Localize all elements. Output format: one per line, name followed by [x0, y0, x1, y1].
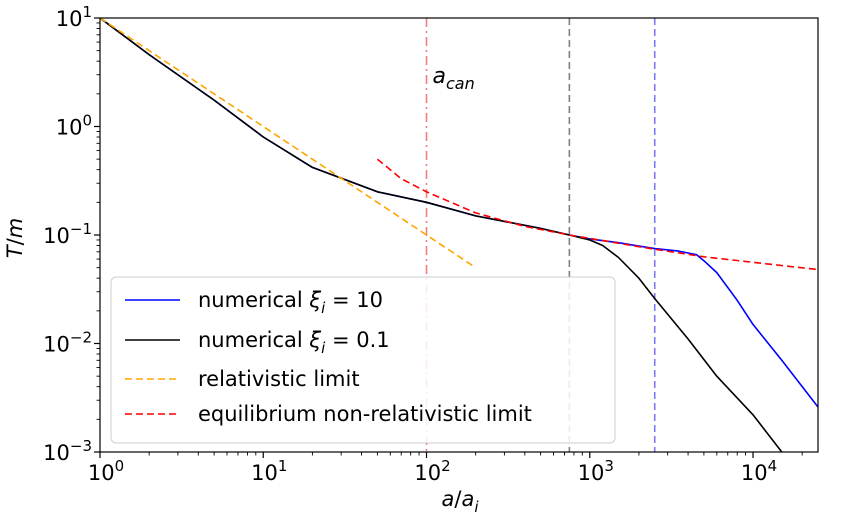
series-group: [100, 18, 818, 452]
y-tick-label: 100: [56, 112, 92, 140]
y-tick-label: 101: [56, 3, 92, 31]
x-axis: 100 101 102 103 104: [88, 452, 803, 485]
x-tick-label: 102: [414, 457, 450, 485]
legend-box: [110, 276, 616, 444]
y-tick-label: 10−3: [43, 437, 92, 465]
x-tick-label: 103: [578, 457, 614, 485]
legend-label-3: equilibrium non-relativistic limit: [198, 402, 532, 426]
y-axis-label: T/m: [3, 218, 27, 258]
legend-label-0: numerical ξi = 10: [198, 288, 383, 317]
y-axis: 10−3 10−2 10−1 100 101: [43, 3, 100, 465]
legend-label-2: relativistic limit: [198, 367, 360, 391]
y-tick-label: 10−1: [43, 220, 92, 248]
y-tick-label: 10−2: [43, 329, 92, 357]
legend-label-1: numerical ξi = 0.1: [198, 328, 390, 357]
legend: numerical ξi = 10 numerical ξi = 0.1 relat…: [110, 276, 616, 444]
series-line-2: [100, 18, 477, 269]
x-tick-label: 100: [88, 457, 124, 485]
series-line-3: [376, 158, 818, 271]
annotation-a-can: acan: [433, 64, 475, 93]
x-tick-label: 101: [251, 457, 287, 485]
x-axis-label: a/ai: [442, 487, 480, 514]
x-tick-label: 104: [741, 457, 777, 485]
